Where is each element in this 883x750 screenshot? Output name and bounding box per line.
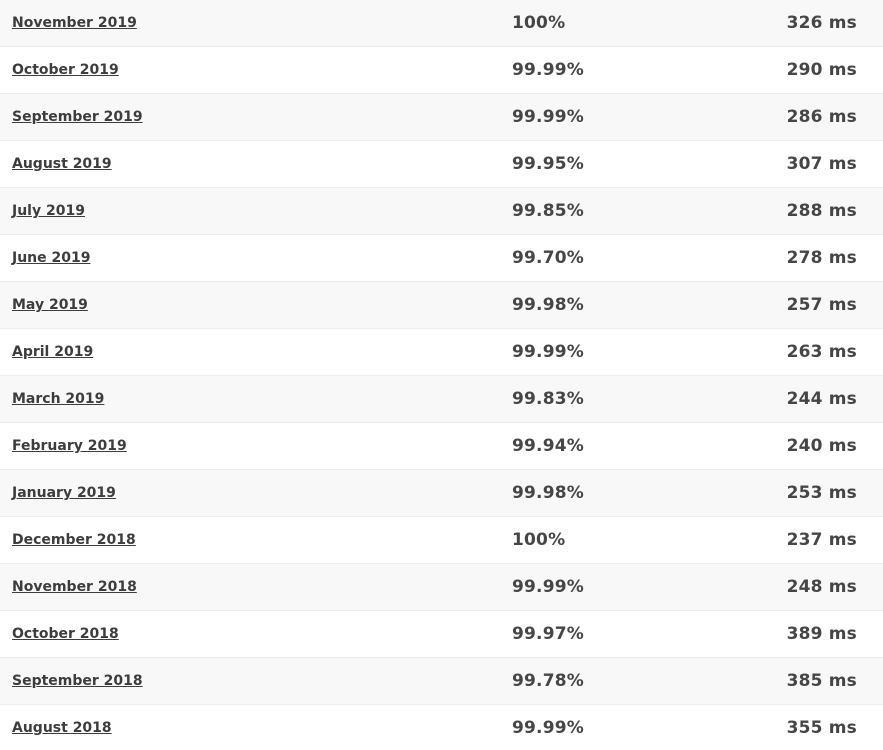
response-time-value: 307 ms bbox=[786, 154, 857, 174]
month-link[interactable]: October 2018 bbox=[12, 626, 119, 642]
uptime-value: 99.78% bbox=[512, 671, 585, 691]
table-row: September 2018 99.78% 385 ms bbox=[0, 658, 883, 705]
response-time-value: 290 ms bbox=[786, 60, 857, 80]
response-time-value: 286 ms bbox=[786, 107, 857, 127]
uptime-value: 99.83% bbox=[512, 389, 585, 409]
uptime-value: 99.98% bbox=[512, 295, 585, 315]
table-row: June 2019 99.70% 278 ms bbox=[0, 235, 883, 282]
response-time-value: 288 ms bbox=[786, 201, 857, 221]
response-time-value: 389 ms bbox=[786, 624, 857, 644]
month-link[interactable]: October 2019 bbox=[12, 62, 119, 78]
response-time-value: 278 ms bbox=[786, 248, 857, 268]
table-row: February 2019 99.94% 240 ms bbox=[0, 423, 883, 470]
uptime-value: 99.97% bbox=[512, 624, 585, 644]
uptime-value: 99.99% bbox=[512, 577, 585, 597]
table-row: January 2019 99.98% 253 ms bbox=[0, 470, 883, 517]
month-link[interactable]: November 2019 bbox=[12, 15, 137, 31]
month-link[interactable]: March 2019 bbox=[12, 391, 105, 407]
table-row: September 2019 99.99% 286 ms bbox=[0, 94, 883, 141]
response-time-value: 385 ms bbox=[786, 671, 857, 691]
table-row: April 2019 99.99% 263 ms bbox=[0, 329, 883, 376]
month-link[interactable]: July 2019 bbox=[12, 203, 85, 219]
month-link[interactable]: February 2019 bbox=[12, 438, 127, 454]
month-link[interactable]: June 2019 bbox=[12, 250, 91, 266]
response-time-value: 248 ms bbox=[786, 577, 857, 597]
month-link[interactable]: September 2018 bbox=[12, 673, 143, 689]
uptime-value: 100% bbox=[512, 13, 566, 33]
table-row: March 2019 99.83% 244 ms bbox=[0, 376, 883, 423]
response-time-value: 257 ms bbox=[786, 295, 857, 315]
month-link[interactable]: January 2019 bbox=[12, 485, 116, 501]
month-link[interactable]: May 2019 bbox=[12, 297, 88, 313]
response-time-value: 244 ms bbox=[786, 389, 857, 409]
uptime-value: 99.98% bbox=[512, 483, 585, 503]
uptime-value: 100% bbox=[512, 530, 566, 550]
response-time-value: 253 ms bbox=[786, 483, 857, 503]
month-link[interactable]: September 2019 bbox=[12, 109, 143, 125]
table-row: December 2018 100% 237 ms bbox=[0, 517, 883, 564]
uptime-value: 99.99% bbox=[512, 718, 585, 738]
response-time-value: 237 ms bbox=[786, 530, 857, 550]
uptime-value: 99.99% bbox=[512, 60, 585, 80]
table-row: October 2018 99.97% 389 ms bbox=[0, 611, 883, 658]
response-time-value: 326 ms bbox=[786, 13, 857, 33]
uptime-value: 99.85% bbox=[512, 201, 585, 221]
month-link[interactable]: December 2018 bbox=[12, 532, 136, 548]
table-row: October 2019 99.99% 290 ms bbox=[0, 47, 883, 94]
uptime-value: 99.99% bbox=[512, 107, 585, 127]
table-row: July 2019 99.85% 288 ms bbox=[0, 188, 883, 235]
uptime-value: 99.94% bbox=[512, 436, 585, 456]
response-time-value: 355 ms bbox=[786, 718, 857, 738]
table-row: May 2019 99.98% 257 ms bbox=[0, 282, 883, 329]
table-row: November 2019 100% 326 ms bbox=[0, 0, 883, 47]
uptime-value: 99.99% bbox=[512, 342, 585, 362]
uptime-value: 99.70% bbox=[512, 248, 585, 268]
month-link[interactable]: August 2019 bbox=[12, 156, 112, 172]
uptime-value: 99.95% bbox=[512, 154, 585, 174]
response-time-value: 240 ms bbox=[786, 436, 857, 456]
month-link[interactable]: November 2018 bbox=[12, 579, 137, 595]
table-row: August 2018 99.99% 355 ms bbox=[0, 705, 883, 750]
month-link[interactable]: August 2018 bbox=[12, 720, 112, 736]
table-row: August 2019 99.95% 307 ms bbox=[0, 141, 883, 188]
table-row: November 2018 99.99% 248 ms bbox=[0, 564, 883, 611]
month-link[interactable]: April 2019 bbox=[12, 344, 94, 360]
response-time-value: 263 ms bbox=[786, 342, 857, 362]
